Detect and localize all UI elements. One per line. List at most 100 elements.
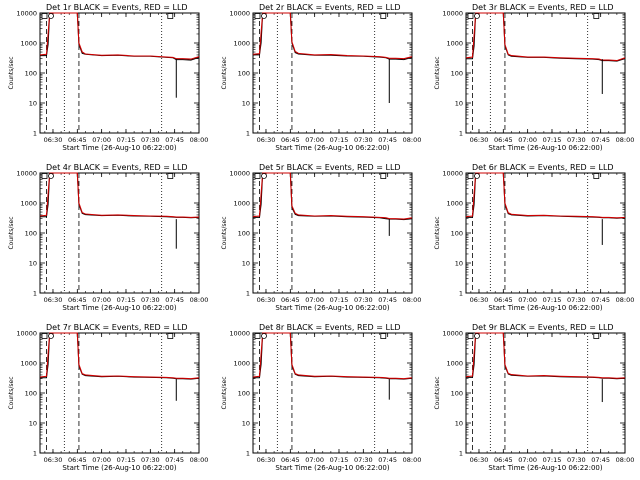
square-marker bbox=[593, 13, 600, 19]
y-tick-label: 10000 bbox=[442, 10, 463, 18]
x-tick-label: 07:30 bbox=[141, 136, 160, 144]
x-tick-label: 07:15 bbox=[117, 136, 136, 144]
series-line bbox=[252, 12, 413, 60]
chart-panel: Det 4r BLACK = Events, RED = LLD 1 10 100 10… bbox=[8, 163, 208, 312]
square-marker bbox=[467, 173, 474, 179]
square-marker bbox=[41, 13, 48, 19]
chart-panel: Det 3r BLACK = Events, RED = LLD 1 10 100 10… bbox=[434, 3, 634, 152]
x-tick-label: 07:45 bbox=[378, 296, 397, 304]
square-marker bbox=[254, 173, 261, 179]
y-tick-label: 10 bbox=[29, 100, 37, 108]
y-tick-label: 1000 bbox=[233, 360, 250, 368]
x-axis-title: Start Time (26-Aug-10 06:22:00) bbox=[488, 464, 602, 472]
y-tick-label: 1 bbox=[33, 450, 37, 458]
x-tick-label: 07:00 bbox=[305, 296, 324, 304]
x-tick-label: 07:00 bbox=[518, 296, 537, 304]
series-line bbox=[39, 12, 200, 60]
x-tick-label: 07:45 bbox=[165, 456, 184, 464]
chart-panel: Det 2r BLACK = Events, RED = LLD 1 10 100 10… bbox=[221, 3, 421, 152]
chart-panel: Det 9r BLACK = Events, RED = LLD 1 10 100 10… bbox=[434, 323, 634, 472]
x-tick-label: 08:00 bbox=[403, 296, 422, 304]
x-tick-label: 06:45 bbox=[494, 136, 513, 144]
series-line bbox=[465, 332, 626, 379]
circle-marker bbox=[261, 13, 267, 19]
y-tick-label: 10000 bbox=[229, 330, 250, 338]
y-axis-title: Counts/sec bbox=[8, 56, 15, 89]
x-tick-label: 07:15 bbox=[543, 136, 562, 144]
x-tick-label: 07:00 bbox=[92, 456, 111, 464]
y-tick-label: 1 bbox=[33, 290, 37, 298]
circle-marker bbox=[48, 13, 54, 19]
x-tick-label: 06:45 bbox=[281, 456, 300, 464]
series-line bbox=[39, 172, 200, 218]
square-marker bbox=[380, 333, 387, 339]
x-tick-label: 07:15 bbox=[117, 296, 136, 304]
x-tick-label: 06:45 bbox=[68, 296, 87, 304]
chart-title: Det 3r BLACK = Events, RED = LLD bbox=[472, 3, 614, 12]
y-tick-label: 1000 bbox=[20, 40, 37, 48]
x-tick-label: 07:30 bbox=[567, 136, 586, 144]
x-tick-label: 07:30 bbox=[354, 136, 373, 144]
y-tick-label: 100 bbox=[451, 70, 463, 78]
series-line bbox=[40, 172, 200, 219]
x-tick-label: 07:30 bbox=[141, 296, 160, 304]
y-tick-label: 10 bbox=[29, 420, 37, 428]
x-tick-label: 07:45 bbox=[591, 136, 610, 144]
x-tick-label: 06:30 bbox=[257, 136, 276, 144]
plot-frame bbox=[39, 332, 200, 454]
x-tick-label: 07:00 bbox=[92, 296, 111, 304]
x-axis-title: Start Time (26-Aug-10 06:22:00) bbox=[62, 464, 176, 472]
chart-title: Det 2r BLACK = Events, RED = LLD bbox=[259, 3, 401, 12]
y-tick-label: 100 bbox=[238, 70, 250, 78]
y-tick-label: 10 bbox=[455, 260, 463, 268]
x-axis-title: Start Time (26-Aug-10 06:22:00) bbox=[275, 304, 389, 312]
x-axis-title: Start Time (26-Aug-10 06:22:00) bbox=[62, 144, 176, 152]
x-tick-label: 06:45 bbox=[281, 296, 300, 304]
series-line bbox=[466, 12, 626, 62]
y-tick-label: 10 bbox=[455, 420, 463, 428]
circle-marker bbox=[474, 333, 480, 339]
x-axis-title: Start Time (26-Aug-10 06:22:00) bbox=[62, 304, 176, 312]
chart-title: Det 9r BLACK = Events, RED = LLD bbox=[472, 323, 614, 332]
y-tick-label: 100 bbox=[451, 390, 463, 398]
square-marker bbox=[167, 333, 174, 339]
x-tick-label: 06:45 bbox=[494, 456, 513, 464]
x-tick-label: 06:30 bbox=[257, 296, 276, 304]
x-tick-label: 06:30 bbox=[44, 456, 63, 464]
chart-title: Det 1r BLACK = Events, RED = LLD bbox=[46, 3, 188, 12]
x-tick-label: 07:45 bbox=[165, 296, 184, 304]
x-tick-label: 08:00 bbox=[616, 296, 635, 304]
x-tick-label: 07:30 bbox=[354, 296, 373, 304]
x-tick-label: 06:30 bbox=[470, 456, 489, 464]
x-tick-label: 07:00 bbox=[518, 456, 537, 464]
y-tick-label: 1 bbox=[246, 130, 250, 138]
y-tick-label: 10000 bbox=[16, 170, 37, 178]
y-axis-title: Counts/sec bbox=[8, 216, 15, 249]
y-tick-label: 1 bbox=[459, 450, 463, 458]
x-tick-label: 07:15 bbox=[330, 136, 349, 144]
series-line bbox=[466, 172, 626, 219]
series-line bbox=[253, 172, 413, 221]
square-marker bbox=[467, 333, 474, 339]
y-tick-label: 100 bbox=[25, 390, 37, 398]
x-tick-label: 07:00 bbox=[518, 136, 537, 144]
x-tick-label: 08:00 bbox=[616, 456, 635, 464]
x-tick-label: 06:45 bbox=[68, 456, 87, 464]
chart-panel: Det 8r BLACK = Events, RED = LLD 1 10 100 10… bbox=[221, 323, 421, 472]
x-axis-title: Start Time (26-Aug-10 06:22:00) bbox=[488, 304, 602, 312]
square-marker bbox=[167, 173, 174, 179]
chart-panel: Det 5r BLACK = Events, RED = LLD 1 10 100 10… bbox=[221, 163, 421, 312]
chart-title: Det 8r BLACK = Events, RED = LLD bbox=[259, 323, 401, 332]
y-tick-label: 10000 bbox=[229, 170, 250, 178]
y-tick-label: 10000 bbox=[16, 10, 37, 18]
circle-marker bbox=[261, 173, 267, 179]
plot-frame bbox=[465, 332, 626, 454]
plot-frame bbox=[39, 12, 200, 134]
square-marker bbox=[467, 13, 474, 19]
square-marker bbox=[380, 13, 387, 19]
square-marker bbox=[593, 173, 600, 179]
x-tick-label: 07:45 bbox=[378, 456, 397, 464]
plot-frame bbox=[252, 172, 413, 294]
x-tick-label: 08:00 bbox=[190, 456, 209, 464]
